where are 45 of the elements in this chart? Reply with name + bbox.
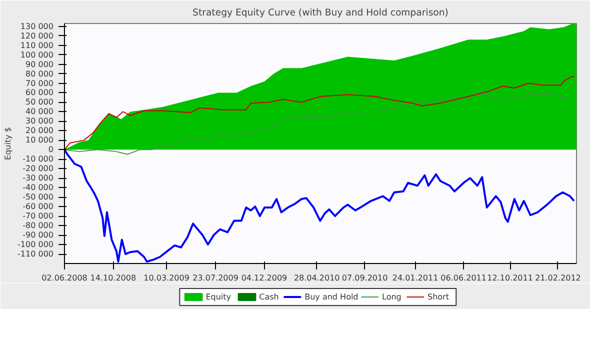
- legend-label: Cash: [259, 292, 279, 302]
- legend-label: Equity: [206, 292, 232, 302]
- x-tick-label: 28.04.2010: [294, 274, 340, 282]
- x-tick-label: 21.02.2012: [535, 274, 581, 282]
- x-tick-label: 02.06.2008: [42, 274, 88, 282]
- y-tick-label: 60 000: [26, 88, 54, 98]
- x-tick-label: 06.06.2011: [440, 274, 486, 282]
- y-tick-label: 110 000: [20, 40, 54, 50]
- y-tick-label: 80 000: [26, 69, 54, 78]
- y-tick-label: -20 000: [22, 164, 54, 174]
- legend-label: Buy and Hold: [304, 292, 358, 302]
- y-tick-label: 20 000: [26, 126, 54, 136]
- x-tick-label: 10.03.2009: [144, 274, 190, 282]
- x-tick-label: 14.10.2008: [90, 274, 136, 282]
- y-tick-label: 90 000: [26, 60, 54, 69]
- y-tick-label: -50 000: [22, 192, 54, 202]
- y-axis-title: Equity $: [4, 127, 13, 160]
- y-tick-label: 10 000: [26, 136, 54, 145]
- y-tick-label: -110 000: [18, 250, 54, 259]
- y-tick-label: -40 000: [22, 183, 54, 192]
- chart-title: Strategy Equity Curve (with Buy and Hold comparison): [192, 8, 448, 18]
- y-tick-label: -90 000: [22, 230, 54, 240]
- line-series: [64, 93, 570, 155]
- y-tick-label: 130 000: [20, 22, 54, 31]
- y-tick-label: 120 000: [20, 31, 54, 40]
- y-tick-label: -30 000: [22, 174, 54, 183]
- x-tick-label: 04.12.2009: [241, 274, 288, 282]
- x-tick-label: 07.09.2010: [342, 274, 388, 282]
- y-tick-label: 50 000: [26, 98, 54, 107]
- y-tick-label: 30 000: [26, 116, 54, 126]
- x-tick-label: 23.07.2009: [192, 274, 238, 282]
- y-tick-label: -80 000: [22, 221, 54, 230]
- legend-label: Short: [428, 292, 449, 302]
- y-tick-label: 40 000: [26, 107, 54, 116]
- line-series: [64, 76, 575, 150]
- y-tick-label: -100 000: [18, 240, 54, 250]
- legend-label: Long: [382, 292, 402, 302]
- y-tick-label: -10 000: [22, 154, 54, 164]
- y-tick-label: 70 000: [26, 78, 54, 88]
- y-tick-label: -70 000: [22, 212, 54, 221]
- y-tick-label: -60 000: [22, 202, 54, 212]
- y-tick-label: 100 000: [20, 50, 54, 60]
- y-tick-label: 0: [48, 145, 54, 154]
- x-tick-label: 24.01.2011: [392, 274, 438, 282]
- x-tick-label: 12.10.2011: [487, 274, 533, 282]
